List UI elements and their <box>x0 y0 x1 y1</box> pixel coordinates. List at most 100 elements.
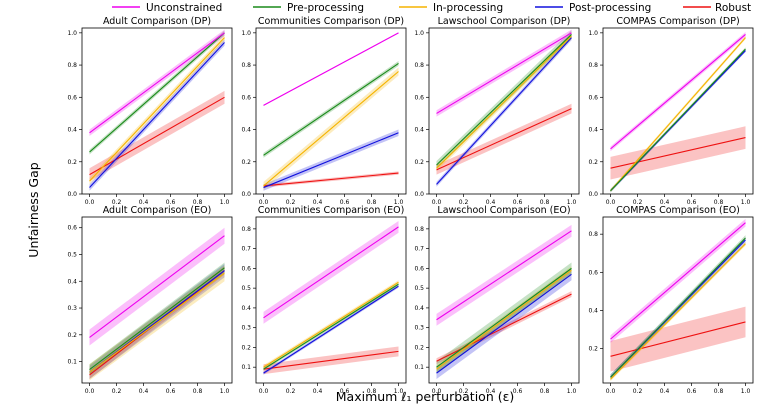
x-tick-label: 0.6 <box>687 388 697 395</box>
y-tick-label: 0.2 <box>588 346 598 353</box>
x-tick-label: 1.0 <box>567 388 577 395</box>
series-line <box>436 267 572 368</box>
x-tick-label: 0.0 <box>85 388 95 395</box>
axes-frame <box>602 27 754 195</box>
y-tick-label: 0.8 <box>588 231 598 238</box>
x-tick-label: 0.2 <box>459 199 469 206</box>
y-tick-label: 0.0 <box>241 191 251 198</box>
x-tick-label: 0.6 <box>340 388 350 395</box>
series-line <box>89 42 225 188</box>
x-tick-label: 0.0 <box>259 199 269 206</box>
series-line <box>436 35 572 169</box>
series-line <box>89 272 225 373</box>
y-tick-label: 0.2 <box>67 159 77 166</box>
series-line <box>610 237 746 378</box>
y-tick-label: 0.8 <box>588 62 598 69</box>
panel-title: Communities Comparison (DP) <box>258 16 404 27</box>
y-tick-label: 0.2 <box>241 344 251 351</box>
legend-label: In-processing <box>433 2 503 14</box>
axes-frame <box>81 216 233 384</box>
y-tick-label: 0.2 <box>588 159 598 166</box>
legend-label: Unconstrained <box>146 2 222 14</box>
y-tick-label: 0.4 <box>67 127 77 134</box>
legend-item: Post-processing <box>535 2 651 14</box>
series-line <box>436 32 572 114</box>
chart-panel: Communities Comparison (EO) 0.0 0.2 0.4 0.6 0… <box>241 205 407 395</box>
y-tick-label: 0.5 <box>414 285 424 292</box>
x-tick-label: 0.0 <box>259 388 269 395</box>
legend-label: Post-processing <box>569 2 651 14</box>
x-tick-label: 0.6 <box>687 199 697 206</box>
series-line <box>263 132 399 189</box>
chart-panel: Communities Comparison (DP) 0.0 0.2 0.4 0.6 0… <box>241 16 407 206</box>
y-tick-label: 1.0 <box>588 30 598 37</box>
y-tick-label: 0.6 <box>241 94 251 101</box>
y-tick-label: 0.8 <box>414 62 424 69</box>
panel-title: Communities Comparison (EO) <box>258 205 405 216</box>
y-tick-label: 0.6 <box>588 269 598 276</box>
series-line <box>89 267 225 371</box>
plot-area <box>263 220 399 375</box>
series-line <box>89 235 225 338</box>
x-tick-label: 0.2 <box>633 388 643 395</box>
y-tick-label: 0.7 <box>241 246 251 253</box>
axes-frame <box>255 216 407 384</box>
x-tick-label: 0.2 <box>112 199 122 206</box>
y-tick-label: 0.5 <box>67 251 77 258</box>
chart-panel: COMPAS Comparison (DP) 0.0 0.2 0.4 0.6 0.8 1.0… <box>588 16 754 206</box>
panel-title: Adult Comparison (EO) <box>103 205 212 216</box>
y-tick-label: 0.4 <box>241 305 251 312</box>
x-tick-label: 1.0 <box>394 199 404 206</box>
legend-item: Robust <box>683 2 751 14</box>
chart-panels: Adult Comparison (DP) 0.0 0.2 0.4 0.6 0.8 1.0 0… <box>67 16 754 395</box>
y-tick-label: 0.4 <box>588 307 598 314</box>
series-line <box>263 283 399 370</box>
y-tick-label: 1.0 <box>414 30 424 37</box>
x-tick-label: 0.4 <box>313 388 323 395</box>
panel-title: Adult Comparison (DP) <box>103 16 211 27</box>
y-tick-label: 0.5 <box>241 285 251 292</box>
y-tick-label: 0.3 <box>241 325 251 332</box>
series-line <box>610 37 746 192</box>
legend-item: Pre-processing <box>253 2 364 14</box>
plot-area <box>89 29 225 191</box>
x-tick-label: 0.4 <box>313 199 323 206</box>
series-line <box>436 37 572 185</box>
x-tick-label: 0.4 <box>660 199 670 206</box>
y-tick-label: 0.6 <box>241 265 251 272</box>
y-tick-label: 0.1 <box>241 364 251 371</box>
legend-item: Unconstrained <box>112 2 222 14</box>
y-tick-label: 0.0 <box>588 191 598 198</box>
axes-frame <box>255 27 407 195</box>
x-tick-label: 0.2 <box>112 388 122 395</box>
axes-frame <box>602 216 754 384</box>
chart-panel: Adult Comparison (DP) 0.0 0.2 0.4 0.6 0.8 1.0 0… <box>67 16 233 206</box>
x-tick-label: 0.6 <box>513 199 523 206</box>
series-line <box>436 273 572 374</box>
series-line <box>436 269 572 370</box>
series-line <box>263 350 399 370</box>
x-tick-label: 0.2 <box>633 199 643 206</box>
y-tick-label: 0.0 <box>67 191 77 198</box>
series-line <box>263 172 399 187</box>
plot-area <box>610 218 746 382</box>
x-tick-label: 0.4 <box>139 199 149 206</box>
series-line <box>610 243 746 380</box>
y-tick-label: 0.6 <box>414 94 424 101</box>
x-tick-label: 0.4 <box>486 388 496 395</box>
x-tick-label: 1.0 <box>741 199 751 206</box>
chart-panel: COMPAS Comparison (EO) 0.0 0.2 0.4 0.6 0.8 1.0… <box>588 205 754 395</box>
y-tick-label: 0.4 <box>241 127 251 134</box>
x-tick-label: 0.4 <box>486 199 496 206</box>
plot-area <box>610 32 746 193</box>
x-tick-label: 0.8 <box>714 388 724 395</box>
chart-panel: Lawschool Comparison (EO) 0.0 0.2 0.4 0.6 0.8… <box>414 205 580 395</box>
x-tick-label: 0.8 <box>540 199 550 206</box>
x-tick-label: 0.6 <box>340 199 350 206</box>
series-line <box>610 222 746 340</box>
y-tick-label: 0.4 <box>414 305 424 312</box>
x-tick-label: 0.8 <box>714 199 724 206</box>
legend: Unconstrained Pre-processing In-processing… <box>112 2 751 14</box>
x-tick-label: 0.4 <box>139 388 149 395</box>
